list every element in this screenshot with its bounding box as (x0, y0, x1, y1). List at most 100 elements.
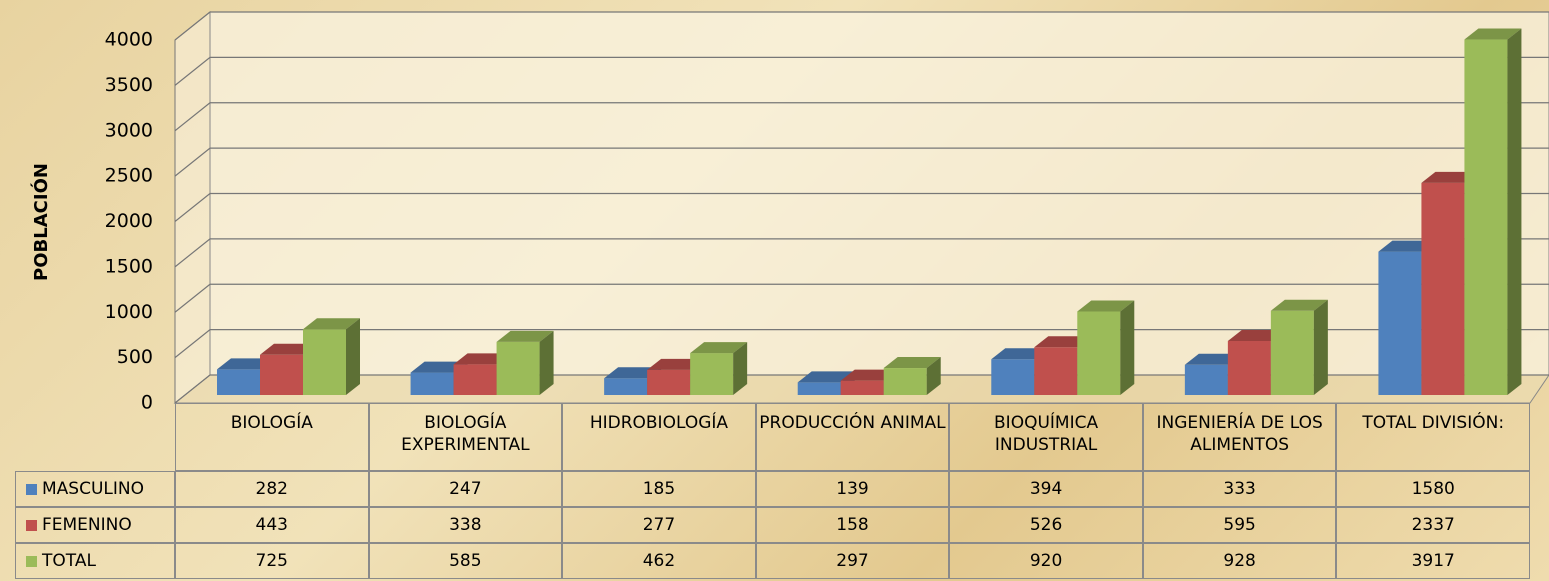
table-value: 595 (1142, 507, 1337, 543)
x-tick-label: INGENIERÍA DE LOS ALIMENTOS (1142, 403, 1337, 471)
bar-side (539, 330, 554, 395)
bar-front (991, 359, 1035, 395)
bar-top (991, 348, 1049, 360)
bar-front (1184, 364, 1228, 395)
bar-front (260, 354, 303, 395)
bar-top (690, 342, 748, 354)
bar-front (1077, 311, 1121, 395)
bar (1270, 299, 1328, 395)
bar-front (217, 369, 260, 395)
bar-front (1227, 341, 1271, 395)
bar-top (453, 353, 511, 365)
bar (690, 342, 748, 395)
table-value: 338 (368, 507, 563, 543)
y-tick-label: 4000 (105, 29, 153, 51)
x-tick-label: BIOLOGÍA EXPERIMENTAL (368, 403, 563, 471)
table-value: 526 (949, 507, 1143, 543)
x-tick-label: BIOQUÍMICA INDUSTRIAL (949, 403, 1143, 471)
bar-front (797, 382, 841, 395)
bar-top (1270, 299, 1328, 311)
bar-side (346, 318, 360, 395)
legend-label: MASCULINO (42, 478, 144, 499)
x-tick-label: BIOLOGÍA (175, 403, 369, 471)
y-tick-label: 1000 (105, 301, 153, 323)
grid-line (174, 56, 1549, 86)
bar-front (453, 364, 497, 395)
table-value: 585 (368, 543, 563, 579)
y-tick-label: 3500 (105, 74, 153, 96)
bar-top (1184, 353, 1242, 365)
bar-top (1378, 240, 1436, 252)
bar-top (1227, 330, 1285, 342)
bar-front (1270, 310, 1314, 395)
y-tick-label: 2000 (105, 210, 153, 232)
grid-line (174, 147, 1549, 177)
bar-side (1120, 300, 1135, 395)
table-value: 2337 (1336, 507, 1530, 543)
table-value: 139 (755, 471, 950, 507)
legend-entry: TOTAL (15, 543, 175, 579)
bar-front (690, 353, 734, 395)
x-tick-label: PRODUCCIÓN ANIMAL (755, 403, 950, 471)
bar-top (604, 367, 662, 379)
bar-front (1034, 347, 1078, 395)
legend-label: FEMENINO (42, 514, 132, 535)
table-value: 394 (949, 471, 1143, 507)
bar-top (303, 318, 360, 330)
bar-top (883, 357, 941, 369)
grid-line (174, 192, 1549, 222)
bar-top (1077, 300, 1135, 312)
legend-entry: MASCULINO (15, 471, 175, 507)
grid-line (174, 238, 1549, 268)
table-value: 282 (175, 471, 369, 507)
bar (496, 330, 554, 395)
bar-front (883, 368, 927, 395)
bar (1464, 28, 1522, 395)
bar-top (260, 343, 317, 355)
legend-swatch (26, 519, 37, 531)
bar-top (410, 361, 468, 373)
bar-side (1313, 299, 1328, 395)
bar-front (1421, 182, 1465, 395)
bar-front (496, 341, 540, 395)
y-tick-label: 500 (117, 346, 153, 368)
bar-side (926, 357, 941, 395)
bar-top (1034, 336, 1092, 348)
bar-top (217, 358, 274, 370)
legend-swatch (26, 555, 37, 567)
bar (303, 318, 360, 395)
y-axis-label: POBLACIÓN (30, 163, 52, 281)
bar-top (1421, 171, 1479, 183)
bar-top (496, 330, 554, 342)
grid-line (174, 102, 1549, 132)
bar-top (840, 369, 898, 381)
bar-side (1507, 28, 1522, 395)
bar-front (1378, 251, 1422, 395)
table-value: 297 (755, 543, 950, 579)
bar-front (840, 380, 884, 395)
table-value: 277 (562, 507, 756, 543)
bar-top (647, 358, 705, 370)
table-value: 158 (755, 507, 950, 543)
table-value: 462 (562, 543, 756, 579)
bar-front (303, 329, 346, 395)
bar-front (1464, 39, 1508, 395)
table-value: 3917 (1336, 543, 1530, 579)
table-value: 247 (368, 471, 563, 507)
legend-swatch (26, 483, 37, 495)
table-value: 333 (1142, 471, 1337, 507)
y-tick-label: 1500 (105, 255, 153, 277)
bar (1077, 300, 1135, 395)
legend-entry: FEMENINO (15, 507, 175, 543)
bar-front (604, 378, 648, 395)
table-value: 1580 (1336, 471, 1530, 507)
bar-front (410, 372, 454, 395)
y-tick-label: 3000 (105, 119, 153, 141)
bar-front (647, 369, 691, 395)
grid-line (174, 283, 1549, 313)
bar-top (797, 371, 855, 383)
table-value: 185 (562, 471, 756, 507)
bar-side (733, 342, 748, 395)
